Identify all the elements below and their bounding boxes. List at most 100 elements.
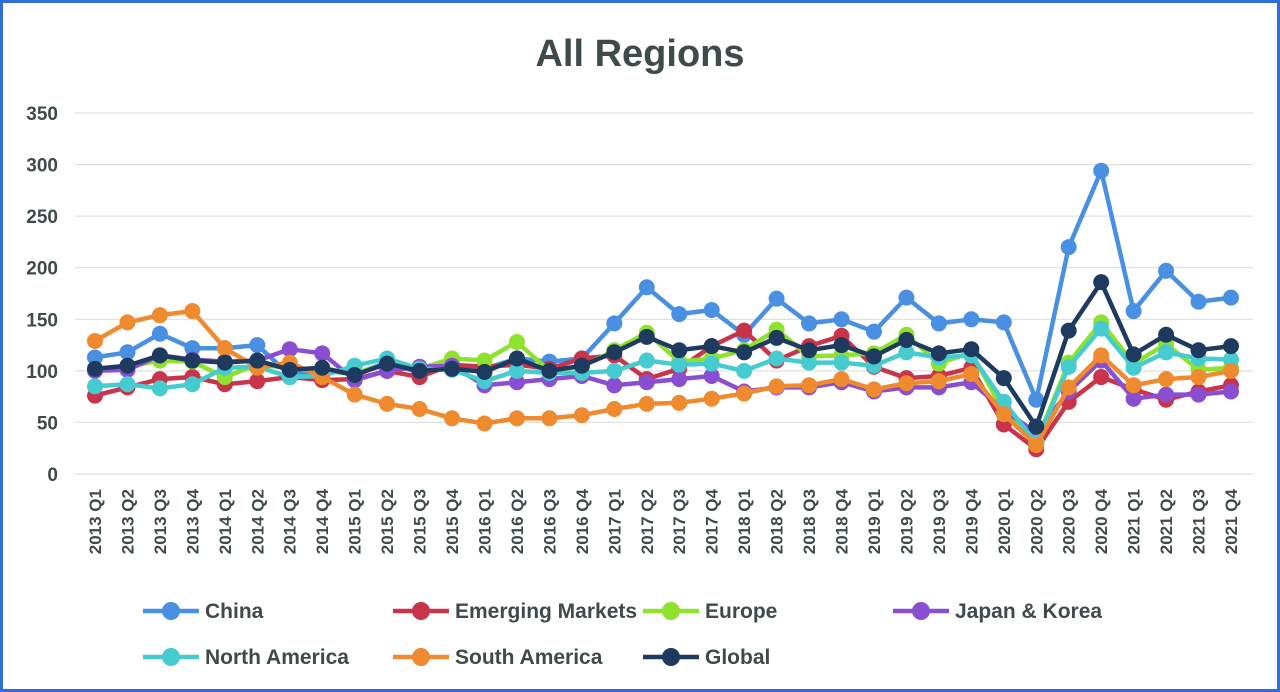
data-point [444, 410, 461, 427]
legend-item: Europe [643, 600, 777, 623]
x-tick-label: 2015 Q2 [378, 489, 397, 554]
data-point [1093, 274, 1110, 291]
data-point [801, 354, 818, 371]
data-point [768, 290, 785, 307]
data-point [1223, 362, 1239, 379]
x-tick-label: 2017 Q3 [670, 489, 689, 554]
data-point [606, 377, 623, 394]
data-point [930, 315, 947, 332]
data-point [541, 410, 558, 427]
x-tick-label: 2021 Q4 [1222, 488, 1241, 554]
data-point [508, 362, 525, 379]
data-point [573, 407, 590, 424]
x-tick-label: 2018 Q4 [833, 488, 852, 554]
legend-marker [162, 602, 180, 620]
x-tick-label: 2019 Q4 [962, 488, 981, 554]
data-point [638, 374, 655, 391]
data-point [865, 348, 882, 365]
data-point [1158, 326, 1175, 343]
data-point [671, 371, 688, 388]
data-point [87, 332, 103, 349]
data-point [184, 340, 201, 357]
legend-label: North America [205, 646, 349, 669]
data-point [833, 337, 850, 354]
data-point [898, 331, 915, 348]
data-point [865, 381, 882, 398]
data-point [508, 374, 525, 391]
data-point [119, 344, 136, 361]
x-tick-label: 2018 Q3 [800, 489, 819, 554]
y-tick-label: 200 [26, 259, 58, 280]
data-point [1223, 338, 1239, 355]
data-point [379, 355, 396, 372]
data-point [573, 357, 590, 374]
data-point [151, 347, 168, 364]
data-point [1125, 390, 1142, 407]
y-tick-label: 250 [26, 207, 58, 228]
data-point [768, 350, 785, 367]
data-point [638, 352, 655, 369]
line-chart: All Regions 0 50 100 150 200 250 300 350 2013 Q… [26, 33, 1253, 669]
data-point [249, 337, 266, 354]
data-point [833, 354, 850, 371]
data-point [1060, 239, 1077, 256]
x-tick-label: 2020 Q2 [1027, 489, 1046, 554]
x-tick-label: 2015 Q3 [411, 489, 430, 554]
legend-label: Emerging Markets [455, 600, 637, 623]
data-point [346, 386, 363, 403]
legend-marker [412, 648, 430, 666]
data-point [1158, 262, 1175, 279]
data-point [930, 373, 947, 390]
data-point [476, 415, 493, 432]
series-global [87, 274, 1239, 435]
data-point [508, 410, 525, 427]
data-point [995, 370, 1012, 387]
x-tick-label: 2021 Q1 [1125, 489, 1144, 554]
data-point [768, 378, 785, 395]
data-point [314, 345, 331, 362]
data-point [1028, 391, 1045, 408]
data-point [151, 307, 168, 324]
x-tick-label: 2019 Q2 [897, 489, 916, 554]
x-tick-label: 2013 Q2 [118, 489, 137, 554]
data-point [736, 385, 753, 402]
data-point [184, 376, 201, 393]
x-tick-label: 2017 Q4 [703, 488, 722, 554]
data-point [444, 360, 461, 377]
data-point [1093, 369, 1110, 386]
x-tick-label: 2019 Q1 [865, 489, 884, 554]
data-point [801, 377, 818, 394]
data-point [898, 344, 915, 361]
data-point [1028, 418, 1045, 435]
data-point [1125, 303, 1142, 320]
data-point [768, 329, 785, 346]
data-point [736, 362, 753, 379]
x-tick-label: 2013 Q1 [86, 489, 105, 554]
legend-marker [162, 648, 180, 666]
data-point [963, 341, 980, 358]
data-point [898, 289, 915, 306]
data-point [281, 341, 298, 358]
y-tick-label: 150 [26, 310, 58, 331]
data-point [1190, 293, 1207, 310]
x-tick-label: 2018 Q2 [768, 489, 787, 554]
x-tick-label: 2013 Q4 [183, 488, 202, 554]
data-point [249, 352, 266, 369]
data-point [703, 355, 720, 372]
data-point [606, 401, 623, 418]
legend: China Emerging Markets Europe Japan & Korea… [143, 600, 1102, 669]
x-tick-label: 2021 Q3 [1190, 489, 1209, 554]
data-point [703, 390, 720, 407]
data-point [1093, 162, 1110, 179]
data-point [865, 323, 882, 340]
x-tick-label: 2014 Q3 [281, 489, 300, 554]
legend-label: Europe [705, 600, 777, 623]
data-point [736, 322, 753, 339]
data-point [119, 357, 136, 374]
x-tick-label: 2013 Q3 [151, 489, 170, 554]
data-point [1028, 437, 1045, 454]
legend-item: South America [393, 646, 603, 669]
data-point [1093, 347, 1110, 364]
data-point [476, 352, 493, 369]
